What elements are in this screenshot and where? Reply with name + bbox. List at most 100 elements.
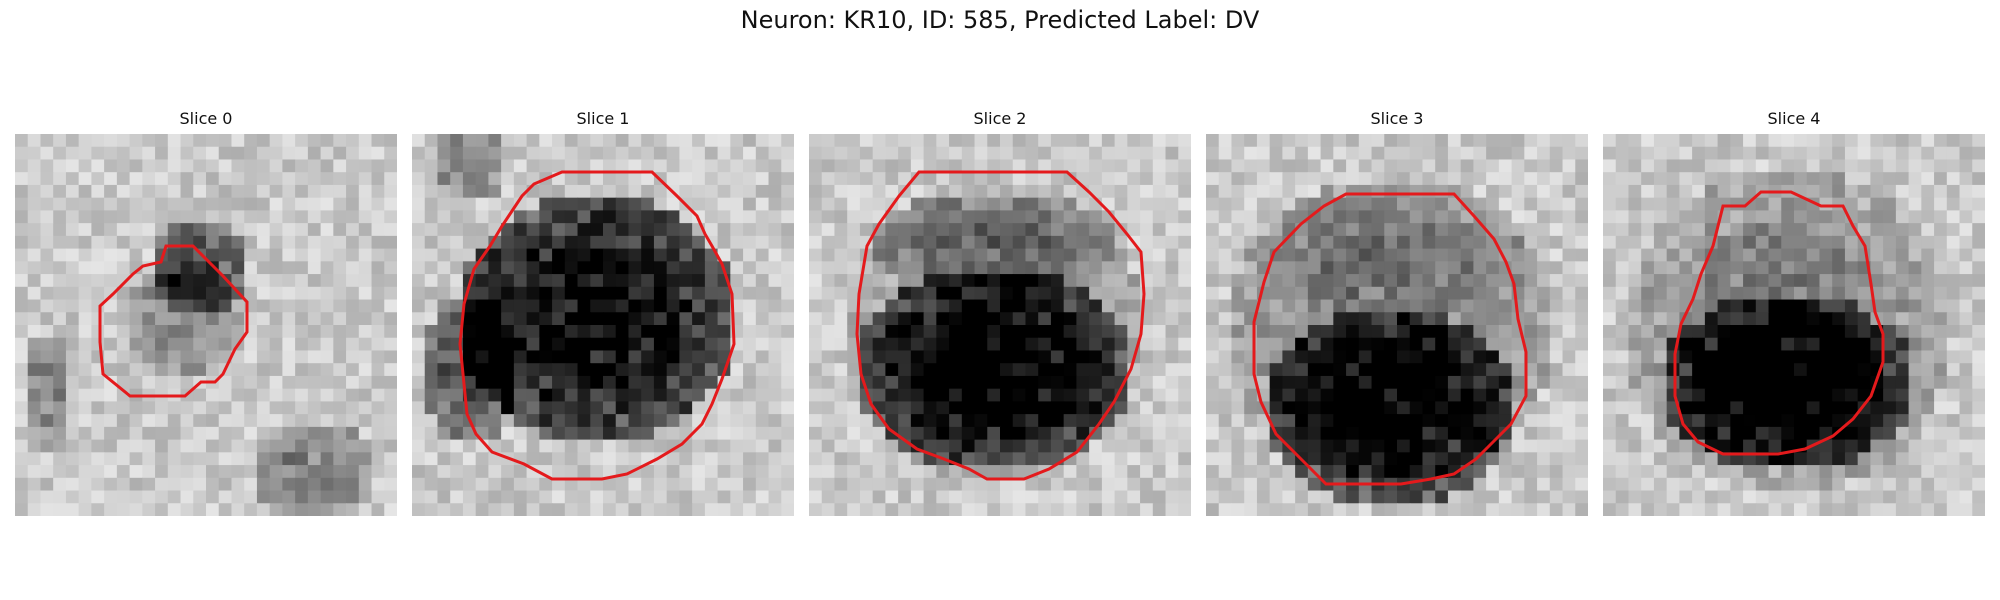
pixel-cell [859,337,874,352]
pixel-cell [1000,248,1014,262]
pixel-cell [1895,503,1910,516]
slice-title: Slice 0 [179,109,233,128]
pixel-cell [1641,146,1655,161]
pixel-cell [1959,312,1973,326]
pixel-cell [307,388,322,402]
pixel-cell [949,197,963,211]
pixel-cell [1717,134,1731,148]
pixel-cell [1679,159,1693,173]
pixel-cell [1063,350,1077,364]
pixel-cell [898,172,912,186]
pixel-cell [15,490,29,504]
pixel-cell [1908,439,1922,453]
pixel-cell [1755,235,1770,250]
pixel-cell [65,503,80,516]
pixel-cell [653,261,668,275]
pixel-cell [53,134,67,148]
pixel-cell [1114,146,1128,161]
pixel-cell [1704,350,1719,364]
pixel-cell [1333,146,1347,161]
pixel-cell [1870,197,1884,211]
pixel-cell [1641,159,1655,173]
pixel-cell [1409,146,1424,161]
pixel-cell [155,184,169,199]
pixel-cell [885,286,899,301]
pixel-cell [1755,223,1770,237]
pixel-cell [1127,401,1141,415]
pixel-cell [653,184,668,199]
pixel-cell [1063,223,1077,237]
pixel-cell [692,452,706,466]
pixel-cell [1397,375,1411,390]
pixel-cell [1921,337,1935,352]
pixel-cell [1883,401,1897,415]
pixel-cell [1435,375,1449,390]
pixel-cell [1231,248,1245,262]
pixel-cell [768,350,782,364]
pixel-cell [450,375,464,390]
pixel-cell [641,439,655,453]
pixel-cell [15,210,29,224]
pixel-cell [358,159,373,173]
pixel-cell [462,210,477,224]
pixel-cell [1282,477,1296,492]
pixel-cell [1486,146,1500,161]
pixel-cell [412,477,426,492]
pixel-cell [704,197,719,211]
pixel-cell [1244,274,1258,288]
pixel-cell [1511,439,1525,453]
pixel-cell [743,388,757,402]
pixel-cell [1959,503,1973,516]
pixel-cell [1256,210,1271,224]
pixel-cell [1050,477,1065,492]
pixel-cell [65,261,80,275]
pixel-cell [307,146,322,161]
pixel-cell [27,350,42,364]
pixel-cell [1025,146,1039,161]
pixel-cell [987,325,1001,339]
pixel-cell [641,248,655,262]
pixel-cell [1435,426,1449,441]
pixel-cell [269,350,283,364]
pixel-cell [1333,401,1347,415]
pixel-cell [1628,274,1642,288]
pixel-cell [1178,426,1191,441]
pixel-cell [1025,414,1039,428]
pixel-cell [974,299,988,313]
pixel-cell [1218,426,1233,441]
pixel-cell [1486,210,1500,224]
slice-svg-0 [15,134,397,516]
pixel-cell [231,439,245,453]
pixel-cell [1025,274,1039,288]
pixel-cell [1537,414,1551,428]
pixel-cell [653,197,668,211]
pixel-cell [781,223,794,237]
pixel-cell [615,134,630,148]
pixel-cell [1498,235,1513,250]
pixel-cell [1934,312,1948,326]
pixel-cell [847,134,861,148]
pixel-cell [1218,503,1233,516]
pixel-cell [949,235,963,250]
pixel-cell [1012,223,1027,237]
pixel-cell [1486,312,1500,326]
pixel-cell [91,401,105,415]
pixel-cell [1409,210,1424,224]
pixel-cell [1231,503,1245,516]
pixel-cell [129,159,143,173]
pixel-cell [1295,299,1309,313]
pixel-cell [1883,261,1897,275]
pixel-cell [717,439,731,453]
pixel-cell [1114,197,1128,211]
pixel-cell [1025,388,1039,402]
pixel-cell [282,299,296,313]
pixel-cell [244,375,258,390]
pixel-cell [462,248,477,262]
pixel-cell [1384,452,1398,466]
pixel-cell [872,261,886,275]
pixel-cell [78,465,92,479]
pixel-cell [834,465,848,479]
pixel-cell [1089,363,1103,377]
pixel-cell [717,414,731,428]
pixel-cell [424,388,439,402]
